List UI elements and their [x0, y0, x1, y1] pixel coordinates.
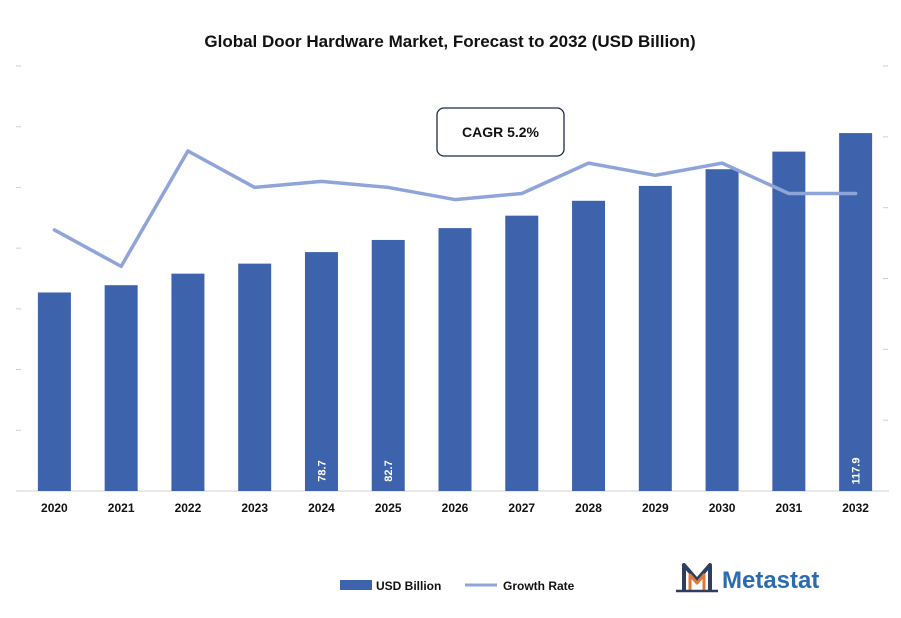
- metastat-logo: Metastat: [676, 563, 819, 594]
- line-series-growth-rate: [52, 149, 858, 269]
- data-label-2032: 117.9: [851, 458, 863, 485]
- bar-2020: [37, 292, 71, 491]
- bar-2030: [705, 169, 739, 491]
- x-tick-label-2025: 2025: [375, 501, 402, 515]
- legend: USD Billion Growth Rate: [340, 579, 575, 593]
- cagr-label: CAGR 5.2%: [462, 124, 540, 140]
- legend-swatch-usd-billion: [340, 580, 372, 590]
- bar-2023: [238, 263, 272, 491]
- bar-2025: [371, 239, 405, 491]
- bar-2024: [304, 252, 338, 491]
- metastat-m-icon: [676, 563, 718, 593]
- data-label-2024: 78.7: [316, 460, 328, 481]
- bar-2031: [772, 151, 806, 491]
- bar-2032: [839, 133, 873, 491]
- bar-2022: [171, 273, 205, 491]
- x-tick-label-2020: 2020: [41, 501, 68, 515]
- legend-label-usd-billion: USD Billion: [376, 579, 441, 593]
- x-tick-label-2031: 2031: [775, 501, 802, 515]
- x-tick-label-2028: 2028: [575, 501, 602, 515]
- x-tick-label-2029: 2029: [642, 501, 669, 515]
- x-tick-label-2024: 2024: [308, 501, 335, 515]
- bar-2029: [638, 185, 672, 492]
- data-label-2025: 82.7: [383, 460, 395, 481]
- cagr-annotation: CAGR 5.2%: [436, 107, 565, 157]
- x-tick-label-2032: 2032: [842, 501, 869, 515]
- metastat-wordmark: Metastat: [722, 567, 819, 594]
- bar-2028: [572, 200, 606, 492]
- bar-2027: [505, 215, 539, 492]
- x-tick-label-2023: 2023: [241, 501, 268, 515]
- x-tick-label-2027: 2027: [508, 501, 535, 515]
- x-tick-label-2022: 2022: [175, 501, 202, 515]
- data-labels: 78.7 82.7 117.9: [316, 458, 862, 485]
- x-tick-labels: 2020 2021 2022 2023 2024 2025 2026 2027 2028 2029…: [41, 501, 869, 515]
- bar-2026: [438, 228, 472, 491]
- legend-label-growth-rate: Growth Rate: [503, 579, 575, 593]
- x-tick-label-2030: 2030: [709, 501, 736, 515]
- x-tick-label-2021: 2021: [108, 501, 135, 515]
- bar-2021: [104, 285, 138, 491]
- x-tick-label-2026: 2026: [442, 501, 469, 515]
- chart-title: Global Door Hardware Market, Forecast to…: [204, 32, 695, 51]
- axis-tick-marks: [16, 65, 888, 492]
- bar-series-usd-billion: [37, 133, 873, 492]
